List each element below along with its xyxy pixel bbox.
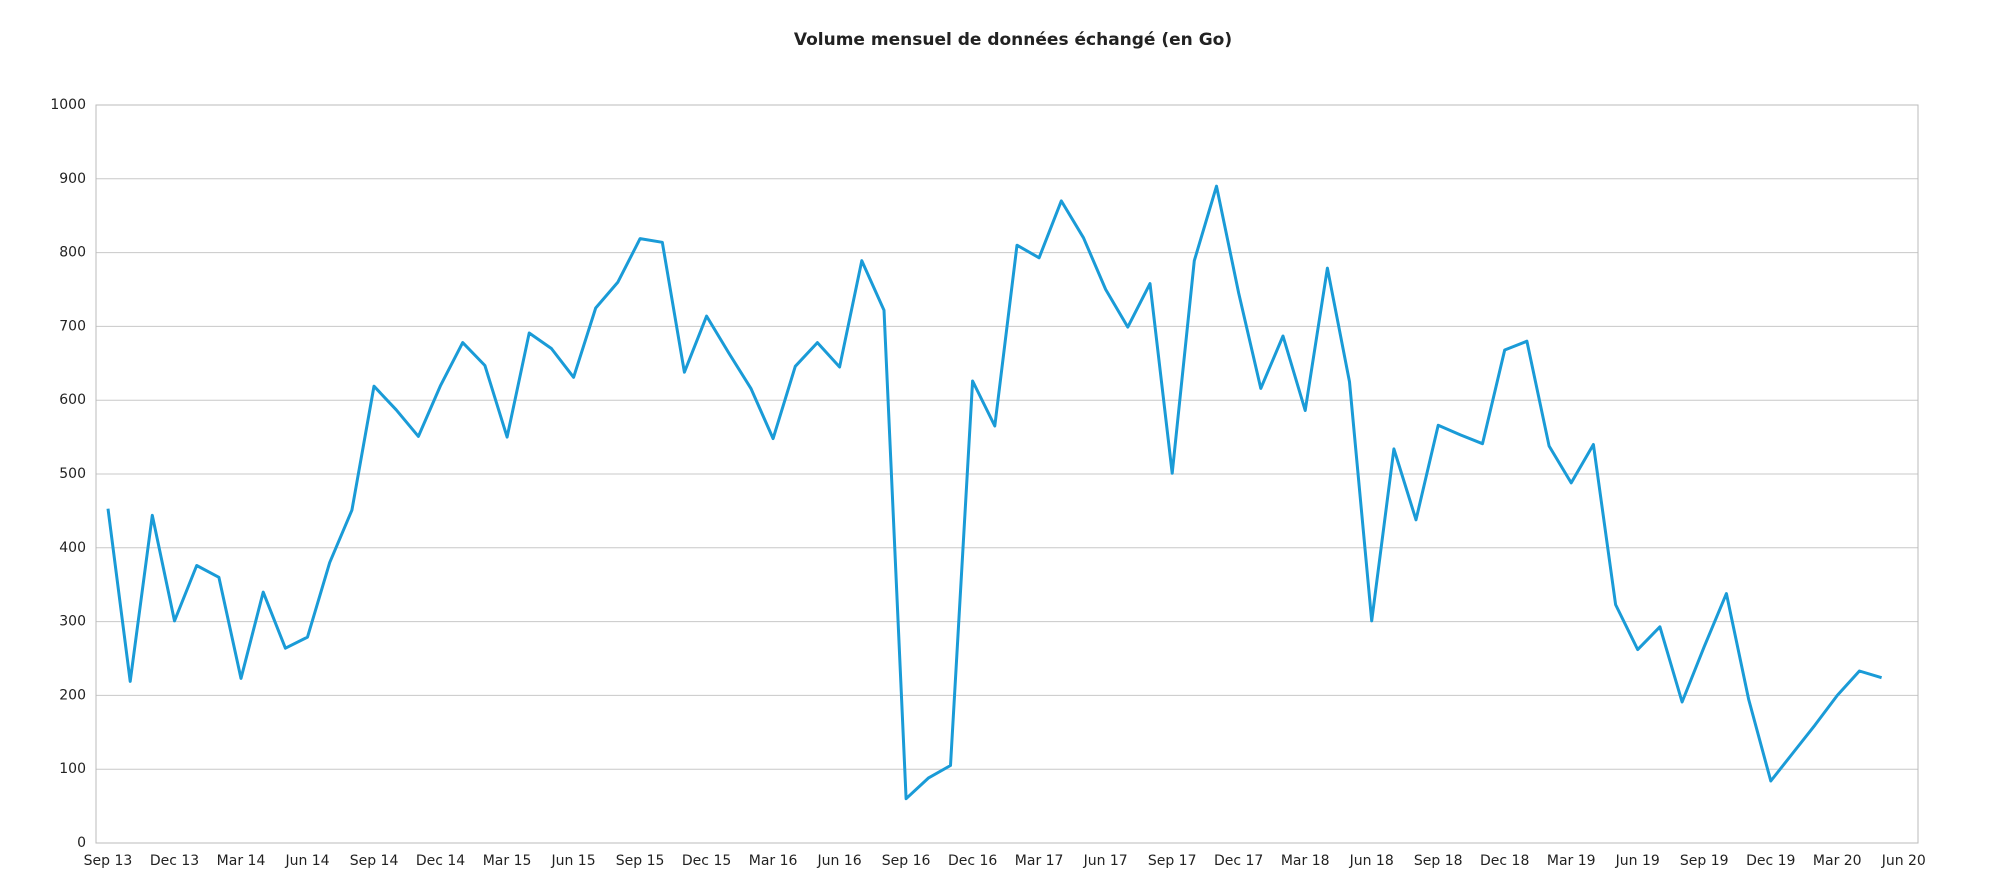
x-tick-label: Dec 19 bbox=[1746, 853, 1795, 869]
y-tick-label: 1000 bbox=[50, 97, 86, 113]
chart-title: Volume mensuel de données échangé (en Go… bbox=[794, 30, 1232, 50]
x-tick-label: Sep 13 bbox=[84, 853, 133, 869]
x-tick-label: Jun 18 bbox=[1349, 853, 1394, 869]
y-tick-label: 900 bbox=[59, 171, 86, 187]
x-tick-label: Jun 15 bbox=[550, 853, 595, 869]
x-tick-label: Dec 15 bbox=[682, 853, 731, 869]
x-tick-label: Sep 18 bbox=[1414, 853, 1463, 869]
y-tick-label: 300 bbox=[59, 614, 86, 630]
y-tick-label: 800 bbox=[59, 245, 86, 261]
y-tick-label: 200 bbox=[59, 687, 86, 703]
x-tick-label: Mar 20 bbox=[1813, 853, 1862, 869]
x-tick-label: Dec 13 bbox=[150, 853, 199, 869]
x-tick-label: Mar 14 bbox=[217, 853, 266, 869]
y-tick-label: 700 bbox=[59, 318, 86, 334]
x-tick-label: Jun 17 bbox=[1083, 853, 1128, 869]
x-tick-label: Dec 17 bbox=[1214, 853, 1263, 869]
x-tick-label: Mar 17 bbox=[1015, 853, 1064, 869]
y-tick-label: 100 bbox=[59, 761, 86, 777]
x-tick-label: Sep 17 bbox=[1148, 853, 1197, 869]
x-tick-label: Sep 16 bbox=[882, 853, 931, 869]
x-tick-label: Mar 15 bbox=[483, 853, 532, 869]
x-tick-label: Jun 16 bbox=[817, 853, 862, 869]
x-tick-label: Mar 19 bbox=[1547, 853, 1596, 869]
x-tick-label: Sep 15 bbox=[616, 853, 665, 869]
x-tick-label: Sep 14 bbox=[350, 853, 399, 869]
y-tick-label: 0 bbox=[77, 835, 86, 851]
x-tick-label: Mar 16 bbox=[749, 853, 798, 869]
y-tick-label: 500 bbox=[59, 466, 86, 482]
x-tick-label: Dec 14 bbox=[416, 853, 465, 869]
x-tick-label: Jun 20 bbox=[1881, 853, 1926, 869]
plot-frame bbox=[95, 104, 1919, 844]
y-tick-label: 400 bbox=[59, 540, 86, 556]
x-tick-label: Dec 18 bbox=[1480, 853, 1529, 869]
data-line bbox=[106, 184, 1883, 801]
y-tick-label: 600 bbox=[59, 392, 86, 408]
x-tick-label: Mar 18 bbox=[1281, 853, 1330, 869]
x-tick-label: Jun 14 bbox=[284, 853, 329, 869]
x-tick-label: Dec 16 bbox=[948, 853, 997, 869]
x-tick-label: Jun 19 bbox=[1615, 853, 1660, 869]
x-tick-label: Sep 19 bbox=[1680, 853, 1729, 869]
grid bbox=[96, 104, 1918, 844]
